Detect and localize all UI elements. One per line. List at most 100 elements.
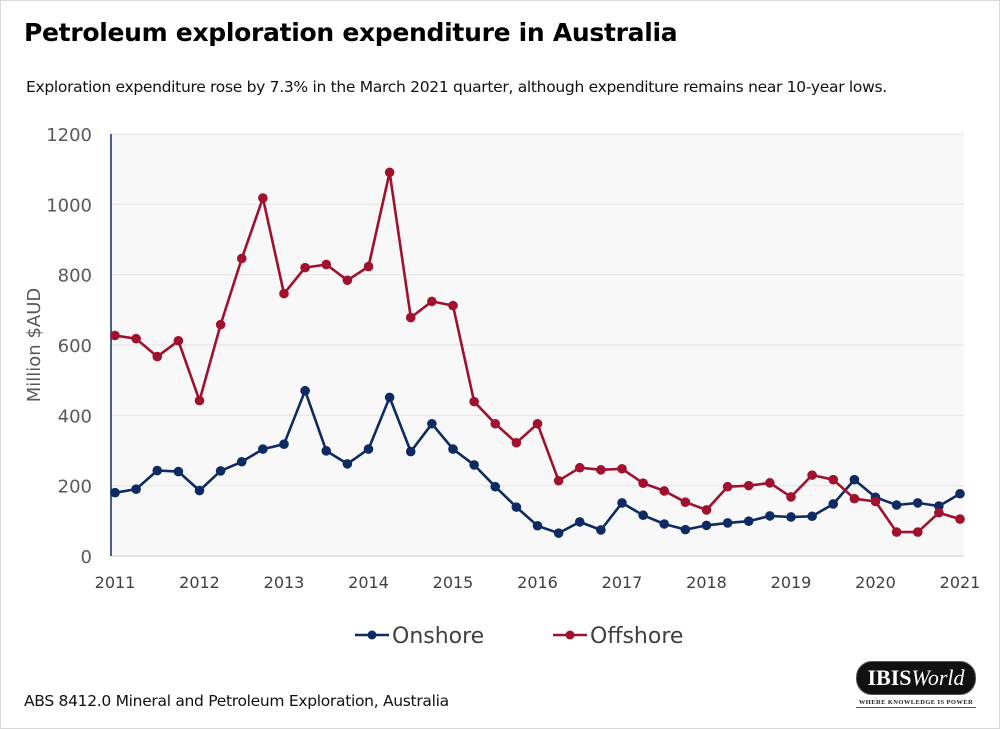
data-point-offshore [553,475,564,486]
series-group [110,167,965,538]
data-point-offshore [849,493,860,504]
data-point-onshore [448,444,458,454]
x-tick-label: 2013 [264,573,305,592]
data-point-offshore [427,296,437,307]
source-note: ABS 8412.0 Mineral and Petroleum Explora… [24,692,449,710]
data-point-offshore [511,437,522,448]
data-point-onshore [110,487,120,498]
data-point-onshore [722,518,733,528]
data-point-offshore [321,259,332,270]
data-point-offshore [469,396,479,407]
data-point-onshore [786,512,796,522]
data-point-onshore [596,525,606,535]
data-point-onshore [849,474,860,485]
data-point-offshore [405,312,416,323]
data-point-onshore [638,510,648,521]
y-axis-label: Million $AUD [24,288,45,402]
data-point-offshore [680,497,691,507]
x-tick-label: 2018 [686,573,727,592]
y-tick-label: 0 [81,547,92,568]
legend-item-offshore: Offshore [553,624,683,649]
data-point-offshore [384,167,395,178]
data-point-offshore [300,262,310,273]
logo-brand-italic: World [911,665,965,690]
data-point-onshore [574,517,585,527]
x-tick-label: 2011 [95,573,136,592]
data-point-offshore [215,319,226,330]
data-point-onshore [659,519,670,529]
data-point-onshore [363,444,374,454]
chart-title: Petroleum exploration expenditure in Aus… [24,18,678,47]
data-point-onshore [236,456,247,467]
y-tick-label: 1200 [46,125,92,146]
data-point-offshore [574,462,585,473]
data-point-onshore [532,520,543,531]
data-point-onshore [321,446,332,456]
legend-item-onshore: Onshore [355,624,484,649]
legend-point-marker [367,630,377,640]
data-point-onshore [511,502,522,512]
data-point-offshore [955,514,965,524]
data-point-onshore [490,481,501,492]
data-point-onshore [427,418,437,429]
x-tick-label: 2012 [179,573,220,592]
x-axis-ticks: 2011 2012 2013 2014 2015 2016 2017 2018 2019 2020… [95,573,981,592]
data-point-offshore [765,478,775,488]
data-point-offshore [934,507,944,518]
logo-tagline: WHERE KNOWLEDGE IS POWER [856,699,976,708]
data-point-onshore [469,460,479,470]
data-point-onshore [743,516,754,526]
ibisworld-logo: IBIS World WHERE KNOWLEDGE IS POWER [856,661,976,708]
data-point-offshore [786,492,796,502]
data-point-onshore [405,446,416,457]
y-axis-ticks: 0 200 400 600 800 1000 1200 [46,125,92,568]
data-point-offshore [659,486,670,496]
legend-label: Offshore [590,624,683,649]
data-point-onshore [258,444,268,454]
x-tick-label: 2019 [771,573,812,592]
logo-pill: IBIS World [856,661,976,695]
y-tick-label: 400 [58,406,92,427]
y-tick-label: 800 [58,266,92,287]
gridlines [111,133,964,557]
legend-label: Onshore [392,624,484,649]
data-point-onshore [194,485,205,496]
data-point-offshore [279,288,289,299]
data-point-offshore [701,505,712,515]
data-point-offshore [490,418,501,429]
data-point-offshore [236,253,247,264]
y-tick-label: 1000 [46,195,92,216]
data-point-offshore [110,330,120,341]
data-point-onshore [300,385,310,396]
data-point-offshore [258,193,268,203]
data-point-onshore [553,528,564,538]
data-point-offshore [891,527,902,537]
data-point-onshore [891,500,902,510]
data-point-offshore [743,480,754,491]
data-point-offshore [532,418,543,429]
data-point-onshore [342,459,353,469]
data-point-offshore [912,527,923,537]
data-point-offshore [152,351,163,362]
logo-brand-bold: IBIS [867,665,912,690]
data-point-onshore [215,466,226,476]
data-point-onshore [934,501,944,511]
data-point-onshore [617,498,627,508]
data-point-offshore [173,335,184,346]
series-offshore [110,167,965,537]
data-point-onshore [765,511,775,521]
x-tick-label: 2015 [433,573,474,592]
data-point-offshore [870,496,881,507]
data-point-offshore [828,474,839,485]
data-point-offshore [722,481,733,492]
data-point-onshore [384,392,395,403]
series-onshore [110,385,965,538]
data-point-offshore [638,478,648,489]
data-point-offshore [448,300,458,311]
data-point-onshore [912,498,923,508]
data-point-onshore [279,439,289,449]
data-point-onshore [131,484,141,494]
y-tick-label: 200 [58,477,92,498]
y-tick-label: 600 [58,336,92,357]
